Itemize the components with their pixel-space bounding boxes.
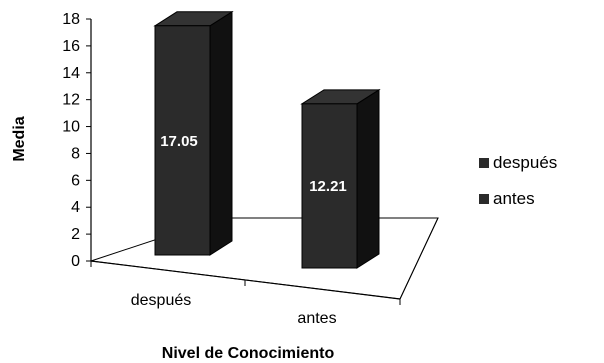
bar-0: [153, 10, 234, 256]
legend-label-antes: antes: [493, 189, 535, 208]
y-tick-label: 8: [71, 145, 80, 162]
x-axis-title: Nivel de Conocimiento: [162, 345, 335, 362]
y-tick-label: 18: [62, 11, 80, 28]
chart-axes: 0 2 4 6 8 10 12 14 16 18: [62, 11, 439, 305]
y-tick-label: 14: [62, 65, 80, 82]
data-label: 17.05: [160, 133, 198, 150]
data-label: 12.21: [309, 178, 347, 195]
bar-1: [300, 88, 381, 269]
chart-labels: 17.05 después 12.21 antes: [131, 133, 347, 327]
bar-front: [301, 103, 358, 269]
x-category-label: antes: [297, 310, 336, 327]
legend-label-despues: después: [493, 153, 557, 172]
y-tick-label: 4: [71, 199, 80, 216]
y-tick-label: 12: [62, 92, 80, 109]
legend-swatch-despues: [479, 158, 489, 168]
legend-swatch-antes: [479, 194, 489, 204]
y-tick-label: 10: [62, 119, 80, 136]
chart-floor: [90, 217, 439, 300]
chart-bars: [153, 10, 381, 269]
bar-side: [209, 10, 233, 256]
legend: después antes: [479, 153, 557, 208]
y-tick-label: 6: [71, 172, 80, 189]
floor-plane: [90, 217, 439, 300]
x-category-label: después: [131, 292, 192, 309]
y-tick-label: 0: [71, 253, 80, 270]
floor-right-edge: [399, 217, 439, 300]
y-tick-label: 16: [62, 38, 80, 55]
bar-front: [154, 25, 211, 256]
bar-side: [356, 88, 380, 269]
y-axis-title: Media: [11, 116, 28, 161]
y-tick-label: 2: [71, 226, 80, 243]
